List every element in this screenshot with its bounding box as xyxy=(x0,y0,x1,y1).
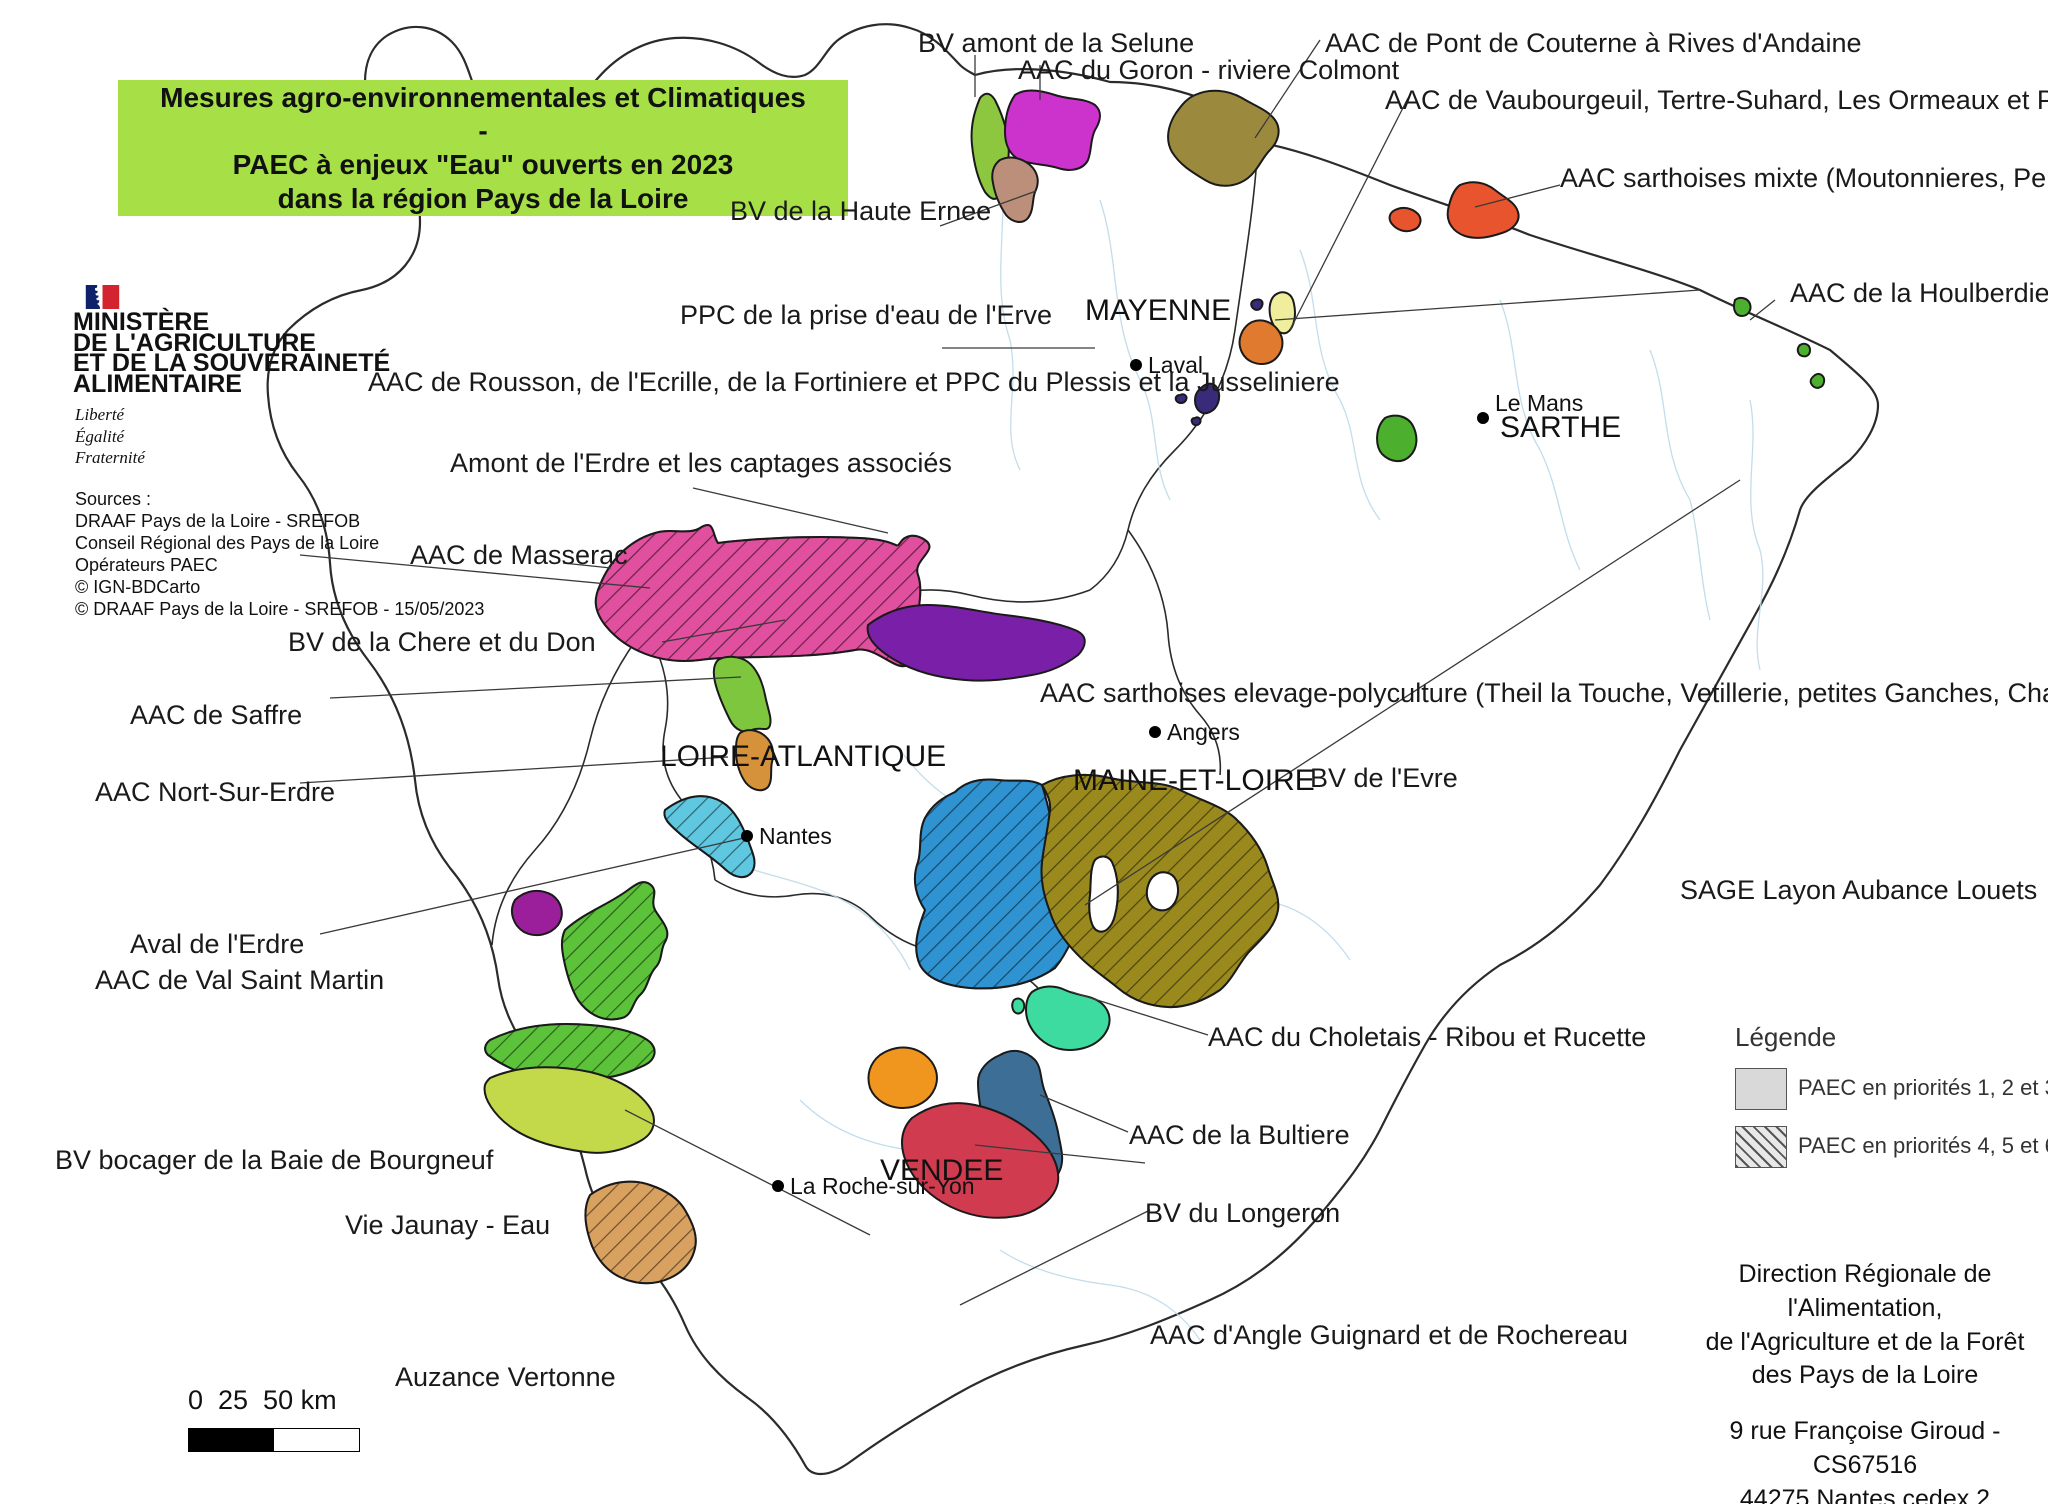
svg-text:LOIRE-ATLANTIQUE: LOIRE-ATLANTIQUE xyxy=(660,740,946,773)
svg-text:Nantes: Nantes xyxy=(759,823,832,849)
svg-text:MAINE-ET-LOIRE: MAINE-ET-LOIRE xyxy=(1073,764,1315,797)
svg-text:Le Mans: Le Mans xyxy=(1495,390,1583,416)
svg-text:MAYENNE: MAYENNE xyxy=(1085,294,1231,327)
svg-text:Angers: Angers xyxy=(1167,719,1240,745)
svg-text:La Roche-sur-Yon: La Roche-sur-Yon xyxy=(790,1173,975,1199)
